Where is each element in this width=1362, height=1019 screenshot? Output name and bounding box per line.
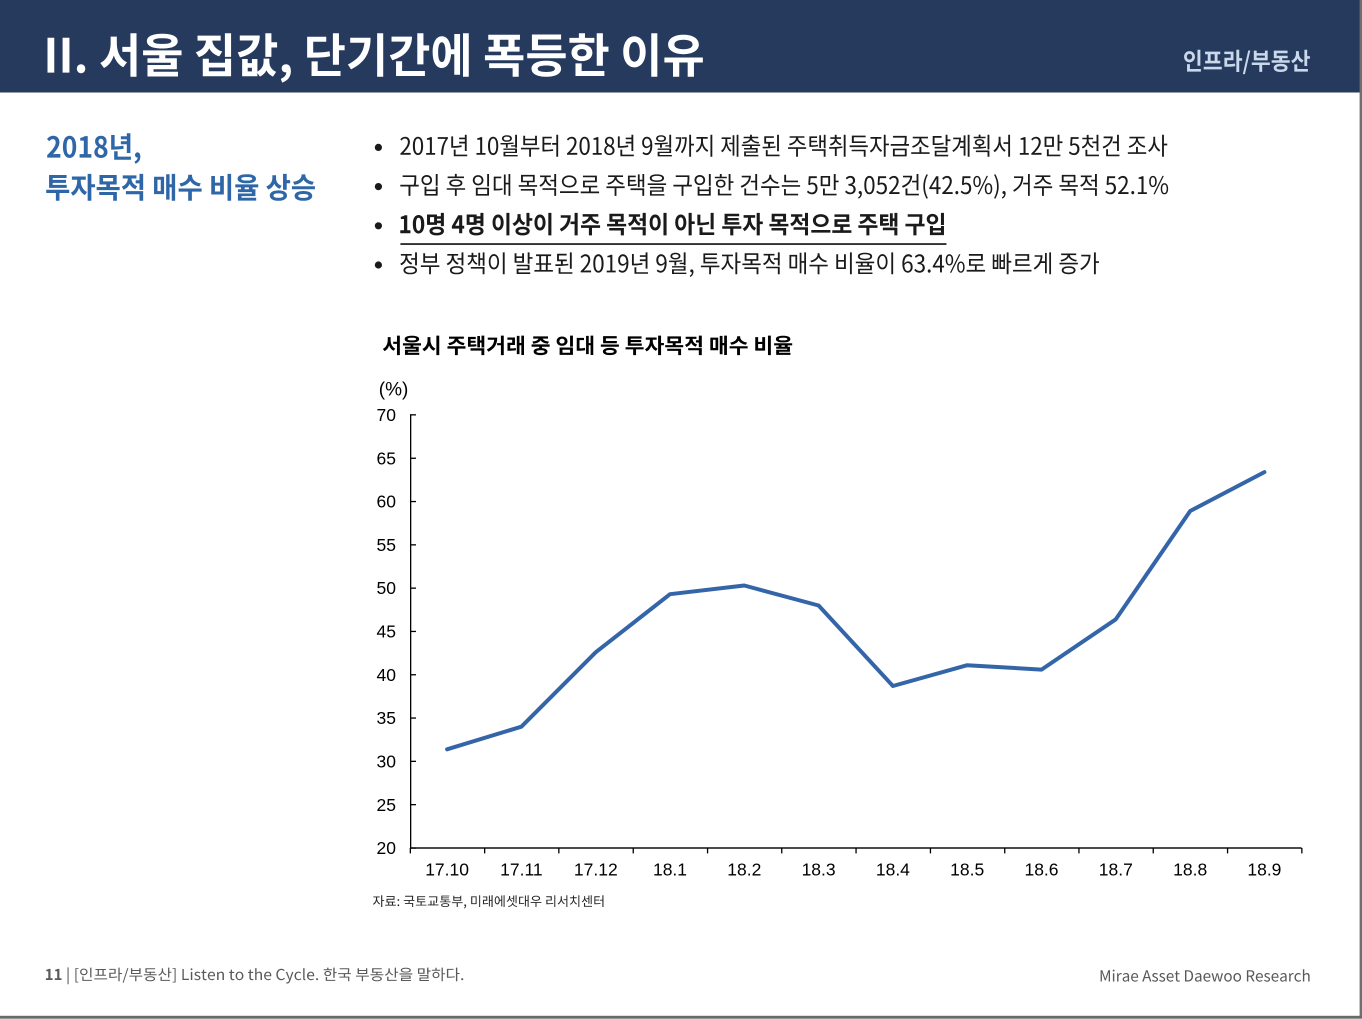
svg-text:65: 65 xyxy=(377,448,396,468)
svg-text:50: 50 xyxy=(377,578,397,598)
svg-text:18.1: 18.1 xyxy=(653,860,687,880)
svg-text:55: 55 xyxy=(377,535,396,555)
svg-text:18.3: 18.3 xyxy=(802,860,836,880)
svg-text:20: 20 xyxy=(377,838,397,858)
svg-text:17.10: 17.10 xyxy=(425,860,469,880)
svg-text:30: 30 xyxy=(377,752,397,772)
svg-text:18.4: 18.4 xyxy=(876,860,910,880)
svg-text:40: 40 xyxy=(377,665,397,685)
svg-text:17.12: 17.12 xyxy=(574,860,618,880)
svg-text:18.6: 18.6 xyxy=(1024,860,1058,880)
svg-text:70: 70 xyxy=(377,405,397,425)
svg-text:35: 35 xyxy=(377,708,396,728)
svg-text:25: 25 xyxy=(377,795,396,815)
svg-text:60: 60 xyxy=(377,492,397,512)
svg-text:(%): (%) xyxy=(379,379,409,400)
svg-text:18.5: 18.5 xyxy=(950,860,984,880)
svg-text:17.11: 17.11 xyxy=(500,860,543,880)
svg-text:18.2: 18.2 xyxy=(727,860,761,880)
svg-text:18.9: 18.9 xyxy=(1247,860,1281,880)
svg-text:45: 45 xyxy=(377,622,396,642)
svg-text:18.8: 18.8 xyxy=(1173,860,1207,880)
svg-text:18.7: 18.7 xyxy=(1099,860,1133,880)
